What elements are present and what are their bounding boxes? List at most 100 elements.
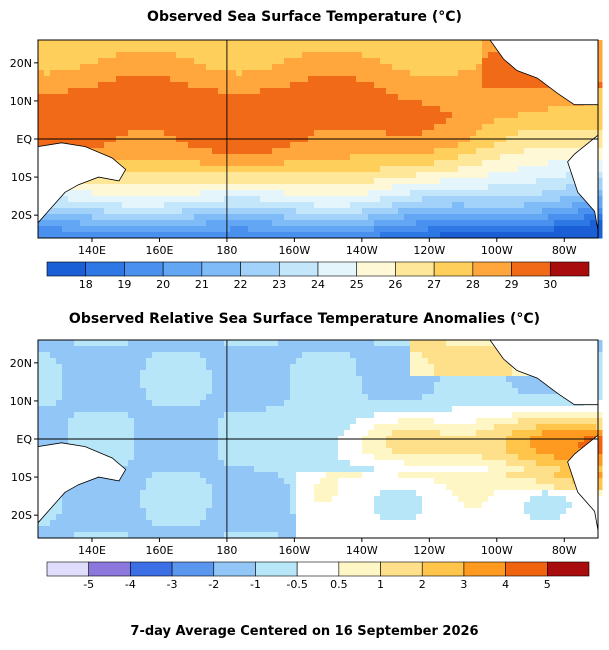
heatmap-cell (128, 58, 135, 65)
heatmap-cell (68, 400, 75, 407)
heatmap-cell (278, 346, 285, 353)
heatmap-cell (194, 466, 201, 473)
heatmap-cell (326, 460, 333, 467)
heatmap-cell (218, 340, 225, 347)
heatmap-cell (440, 178, 447, 185)
heatmap-cell (176, 184, 183, 191)
heatmap-cell (290, 358, 297, 365)
heatmap-cell (140, 70, 147, 77)
heatmap-cell (158, 220, 165, 227)
heatmap-cell (554, 172, 561, 179)
heatmap-cell (530, 184, 537, 191)
heatmap-cell (332, 184, 339, 191)
land-masses (37, 39, 599, 238)
heatmap-cell (188, 76, 195, 83)
heatmap-cell (536, 202, 543, 209)
heatmap-cell (320, 46, 327, 53)
heatmap-cell (74, 226, 81, 233)
heatmap-cell (68, 352, 75, 359)
heatmap-cell (308, 130, 315, 137)
heatmap-cell (260, 202, 267, 209)
heatmap-cell (62, 130, 69, 137)
heatmap-cell (350, 358, 357, 365)
heatmap-cell (134, 514, 141, 521)
anomaly-map-panel: 140E 160E 180 160W 140W 120W 100W 80W20N10NEQ10… (10, 339, 603, 591)
heatmap-cell (158, 214, 165, 221)
heatmap-cell (350, 160, 357, 167)
heatmap-cell (494, 184, 501, 191)
heatmap-cell (452, 76, 459, 83)
heatmap-cell (272, 340, 279, 347)
heatmap-cell (260, 94, 267, 101)
heatmap-cell (368, 214, 375, 221)
heatmap-cell (596, 124, 603, 131)
heatmap-cell (50, 52, 57, 59)
heatmap-cell (68, 370, 75, 377)
heatmap-cell (206, 460, 213, 467)
heatmap-cell (512, 112, 519, 119)
heatmap-cell (458, 160, 465, 167)
heatmap-cell (146, 100, 153, 107)
heatmap-cell (362, 448, 369, 455)
heatmap-cell (494, 118, 501, 125)
heatmap-cell (542, 88, 549, 95)
heatmap-cell (212, 454, 219, 461)
heatmap-cell (110, 346, 117, 353)
heatmap-cell (152, 190, 159, 197)
heatmap-cell (206, 472, 213, 479)
heatmap-cell (230, 394, 237, 401)
heatmap-cell (290, 364, 297, 371)
heatmap-cell (74, 484, 81, 491)
heatmap-cell (386, 118, 393, 125)
heatmap-cell (44, 214, 51, 221)
heatmap-cell (230, 466, 237, 473)
heatmap-cell (92, 70, 99, 77)
heatmap-cell (530, 202, 537, 209)
heatmap-cell (218, 526, 225, 533)
heatmap-cell (464, 190, 471, 197)
heatmap-cell (248, 346, 255, 353)
heatmap-cell (218, 148, 225, 155)
heatmap-cell (566, 142, 573, 149)
heatmap-cell (236, 124, 243, 131)
heatmap-cell (128, 88, 135, 95)
heatmap-cell (368, 190, 375, 197)
heatmap-cell (326, 364, 333, 371)
heatmap-cell (380, 94, 387, 101)
heatmap-cell (434, 40, 441, 47)
heatmap-cell (146, 160, 153, 167)
heatmap-cell (110, 232, 117, 239)
heatmap-cell (230, 460, 237, 467)
heatmap-cell (350, 112, 357, 119)
heatmap-cell (236, 526, 243, 533)
heatmap-cell (188, 508, 195, 515)
heatmap-cell (194, 58, 201, 65)
heatmap-cell (332, 358, 339, 365)
heatmap-cell (434, 118, 441, 125)
heatmap-cell (266, 202, 273, 209)
heatmap-cell (188, 352, 195, 359)
anomaly-title: Observed Relative Sea Surface Temperatur… (68, 311, 541, 327)
heatmap-cell (158, 178, 165, 185)
heatmap-cell (146, 118, 153, 125)
heatmap-cell (548, 208, 555, 215)
heatmap-cell (200, 100, 207, 107)
heatmap-cell (152, 406, 159, 413)
heatmap-cell (482, 232, 489, 239)
heatmap-cell (266, 454, 273, 461)
heatmap-cell (470, 190, 477, 197)
heatmap-cell (452, 196, 459, 203)
heatmap-cell (188, 220, 195, 227)
heatmap-cell (446, 52, 453, 59)
heatmap-cell (326, 454, 333, 461)
heatmap-cell (146, 484, 153, 491)
heatmap-cell (446, 166, 453, 173)
heatmap-cell (272, 40, 279, 47)
colorbar-swatch (395, 261, 435, 277)
heatmap-cell (422, 178, 429, 185)
x-tick-label: 140E (78, 244, 106, 257)
heatmap-cell (500, 142, 507, 149)
heatmap-cell (452, 118, 459, 125)
heatmap-cell (362, 58, 369, 65)
heatmap-cell (308, 70, 315, 77)
